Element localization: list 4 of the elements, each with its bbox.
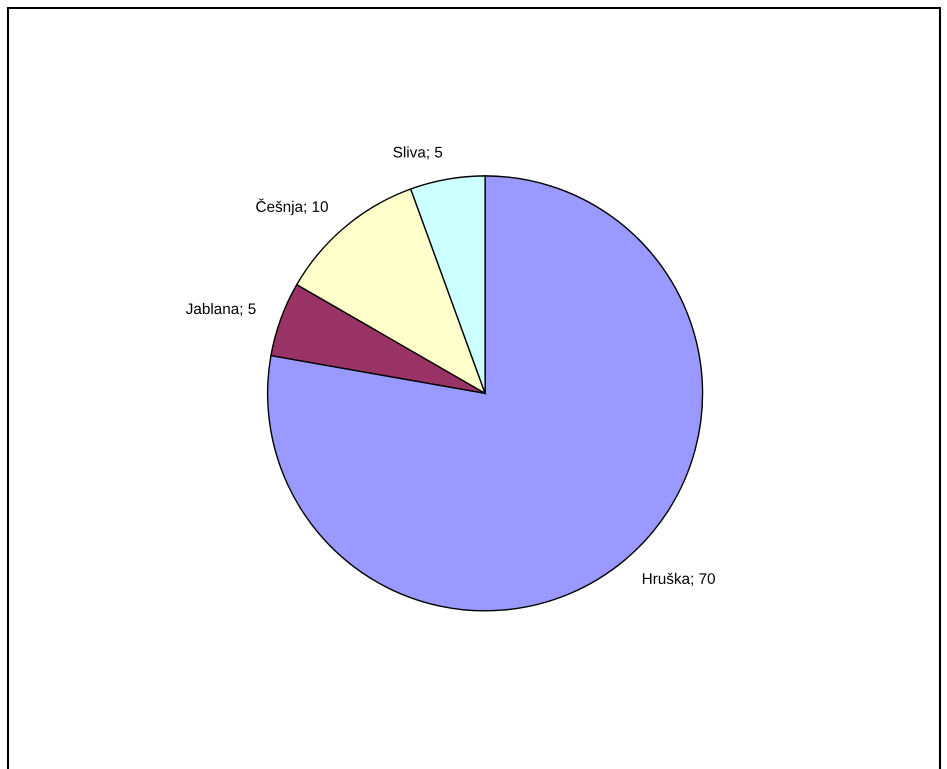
slice-label: Jablana; 5 [186,302,256,316]
slice-label: Sliva; 5 [393,146,442,160]
slice-label: Češnja; 10 [256,198,328,216]
slice-label: Hruška; 70 [642,572,715,586]
